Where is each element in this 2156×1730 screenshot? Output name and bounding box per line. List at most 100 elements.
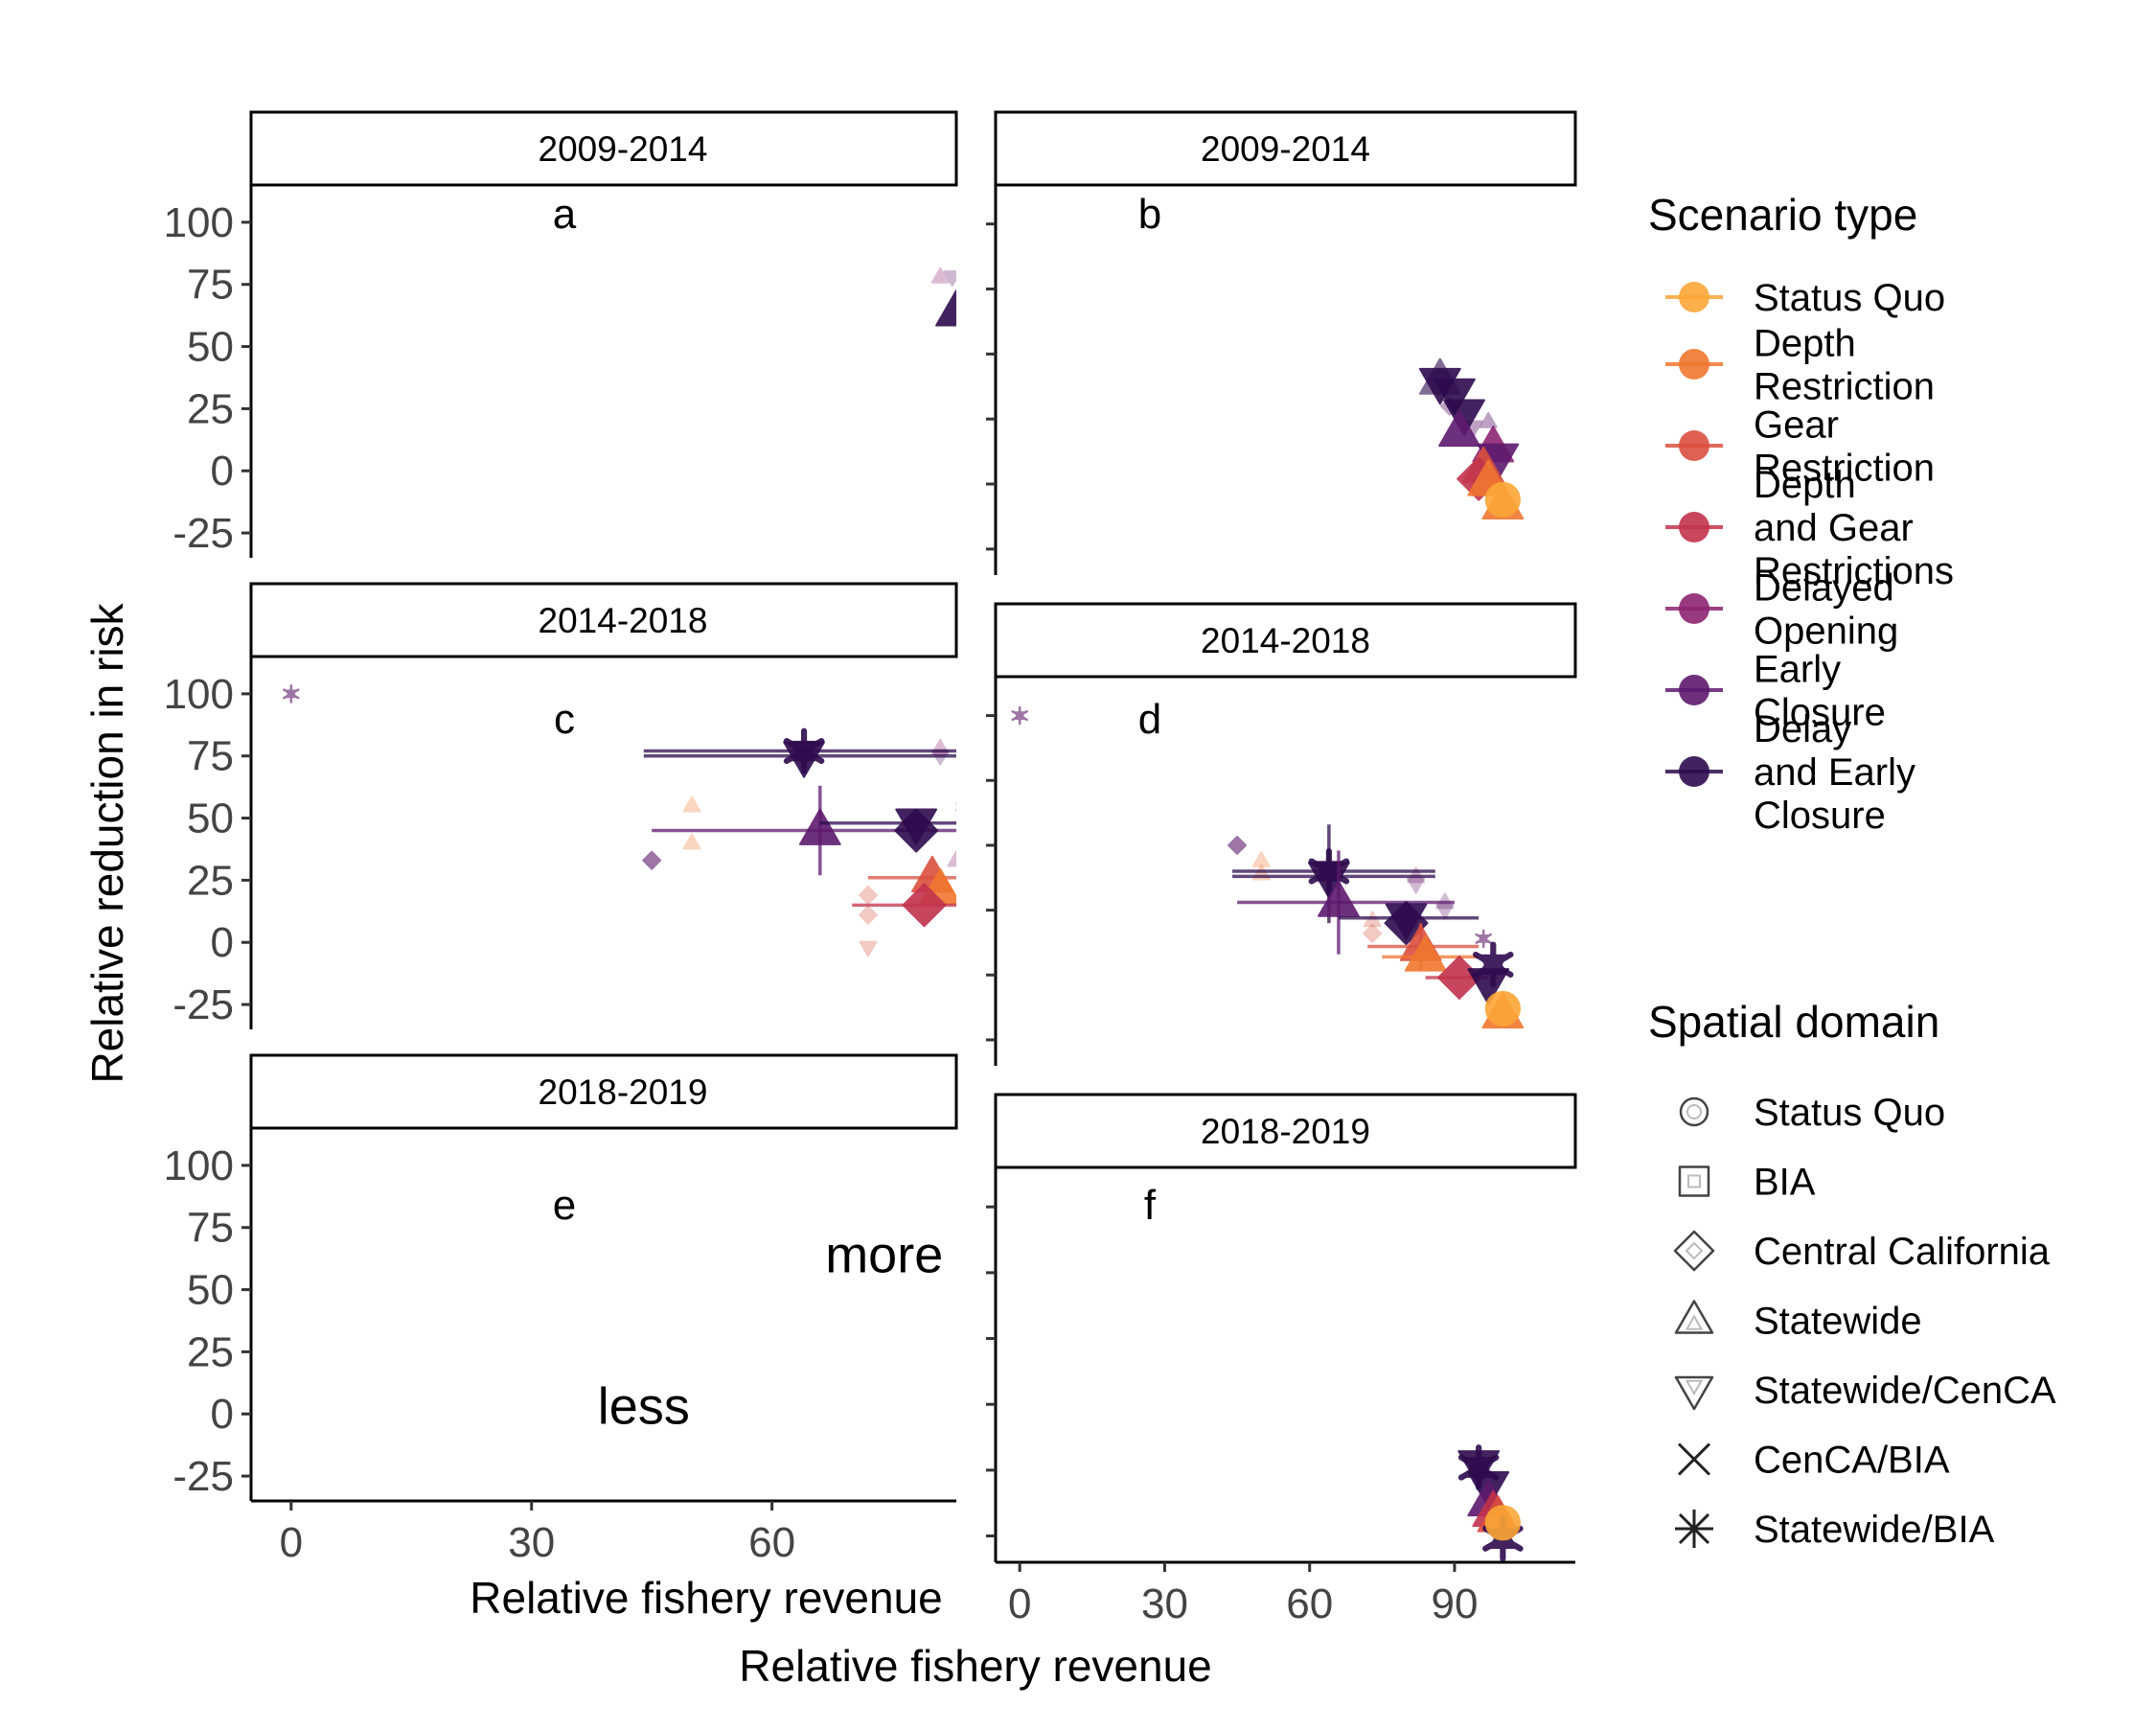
panel-e: 2018-2019 100 75 50 25 0 -25 0 30 60 e more less [164, 1053, 958, 1566]
y-tick-label: 0 [211, 919, 234, 966]
y-tick-label: 100 [164, 671, 234, 718]
y-tick-label: -25 [172, 981, 234, 1028]
legend-domain-key-cross [1677, 1442, 1711, 1476]
legend-scenario-label: Closure [1754, 795, 1886, 837]
y-tick-label: 50 [187, 1267, 234, 1314]
legend-scenario-key [1665, 349, 1723, 380]
legend-scenario-key [1665, 512, 1723, 542]
strip-box-b [994, 110, 1577, 187]
data-point-diamond [642, 850, 662, 870]
legend-domain-label: Central California [1754, 1231, 2051, 1273]
data-point-circle [1484, 481, 1521, 518]
data-point-triangle-down [1467, 968, 1510, 1005]
data-point-circle [1484, 990, 1521, 1027]
data-point-triangle-up [682, 833, 701, 850]
data-point-triangle-up [947, 850, 956, 867]
legend-scenario-label: Depth [1754, 464, 1856, 506]
strip-box-f [994, 1093, 1577, 1169]
y-tick-label: 0 [211, 448, 234, 495]
y-tick-label: 75 [187, 733, 234, 780]
legend-domain-label: Status Quo [1754, 1092, 1945, 1134]
panel-a: 2009-2014 100 75 50 25 0 -25 a [164, 110, 958, 558]
panel-letter-f: f [1144, 1182, 1157, 1229]
legend-scenario-key [1665, 675, 1723, 705]
legend-domain-title: Spatial domain [1648, 997, 1939, 1047]
annotation-more: more [825, 1226, 943, 1283]
panels-layer: 2009-2014 100 75 50 25 0 -25 a 2009-2014 b 2014-20… [164, 110, 1577, 1627]
y-tick-label: 25 [187, 857, 234, 904]
x-tick-label: 60 [748, 1519, 795, 1566]
x-tick-label: 60 [1286, 1580, 1333, 1627]
y-axis-title: Relative reduction in risk [82, 602, 132, 1083]
strip-label-d: 2014-2018 [1201, 621, 1370, 660]
data-point-diamond [902, 883, 947, 928]
legend-domain-key-diamond [1673, 1230, 1715, 1272]
data-point-triangle-up [954, 801, 956, 805]
data-point-triangle-up [682, 796, 701, 813]
data-point-triangle-up [1479, 411, 1498, 428]
legend-scenario-key [1665, 430, 1723, 461]
legend-domain-label: Statewide/CenCA [1754, 1370, 2056, 1412]
legend-domain-label: Statewide/BIA [1754, 1509, 1995, 1551]
legend-domain-key-square [1678, 1165, 1710, 1197]
data-point-diamond [859, 905, 878, 925]
strip-label-a: 2009-2014 [539, 129, 708, 169]
legend-scenario-label: Restrictions [1754, 550, 1954, 592]
legend-scenario-label: and Early [1754, 751, 1915, 794]
x-tick-label: 0 [1008, 1580, 1031, 1627]
data-point-triangle-up [798, 808, 841, 845]
points-a [930, 266, 956, 327]
points-c [283, 684, 956, 957]
data-point-triangle-down [1434, 378, 1476, 416]
panel-c: 2014-2018 100 75 50 25 0 -25 c [164, 582, 958, 1029]
legend-scenario-key [1665, 593, 1723, 624]
legend-scenario-label: Early [1754, 649, 1841, 691]
strip-box-a [249, 110, 958, 187]
legend-scenario-label: Delay [1754, 708, 1851, 750]
annotation-less: less [598, 1378, 690, 1436]
legend-scenario-key [1665, 756, 1723, 787]
legend-domain-key-triangle-down [1674, 1375, 1714, 1411]
y-tick-label: 0 [211, 1391, 234, 1438]
y-tick-label: 25 [187, 385, 234, 432]
data-point-triangle-up [935, 289, 956, 327]
legend-scenario-label: Closure [1754, 692, 1886, 734]
panel-f: 2018-2019 0 30 60 90 f [986, 1093, 1577, 1627]
data-point-triangle-down [1407, 877, 1426, 894]
x-tick-label: 30 [508, 1519, 555, 1566]
points-b [1418, 358, 1525, 520]
data-point-triangle-down [1435, 903, 1455, 920]
y-tick-label: 50 [187, 324, 234, 371]
legend-scenario-label: Status Quo [1754, 277, 1945, 319]
x-axis-title: Relative fishery revenue [739, 1641, 1211, 1691]
panel-letter-a: a [553, 191, 577, 238]
x-tick-label: 0 [280, 1519, 303, 1566]
legend-scenario-label: Restriction [1754, 366, 1935, 408]
panel-b: 2009-2014 b [986, 110, 1577, 575]
legend-domain-label: BIA [1754, 1162, 1816, 1204]
data-point-triangle-down [859, 940, 878, 957]
points-f [1457, 1444, 1524, 1562]
data-point-diamond [1363, 923, 1383, 943]
legend-scenario-label: Restriction [1754, 448, 1935, 490]
data-point-diamond [1227, 835, 1248, 855]
legend-scenario-label: Gear [1754, 404, 1839, 447]
legend-scenario-label: Depth [1754, 323, 1856, 365]
strip-box-e [249, 1053, 958, 1130]
y-tick-label: 75 [187, 1205, 234, 1252]
legend-domain-label: Statewide [1754, 1301, 1922, 1343]
x-tick-label: 90 [1431, 1580, 1478, 1627]
legend-scenario-items: Status QuoDepthRestrictionGearRestrictio… [1665, 277, 1954, 837]
y-tick-label: 100 [164, 1142, 234, 1189]
legend-scenario-title: Scenario type [1648, 190, 1917, 240]
strip-label-c: 2014-2018 [539, 601, 708, 640]
y-tick-label: 25 [187, 1328, 234, 1375]
data-point-triangle-up [1318, 880, 1360, 917]
data-point-diamond [859, 885, 878, 905]
legend-domain-key-asterisk [1675, 1510, 1713, 1548]
legend: Scenario type Status QuoDepthRestriction… [1648, 190, 2056, 1551]
data-point-triangle-up [930, 266, 950, 284]
legend-domain-key-triangle-up [1674, 1300, 1714, 1334]
